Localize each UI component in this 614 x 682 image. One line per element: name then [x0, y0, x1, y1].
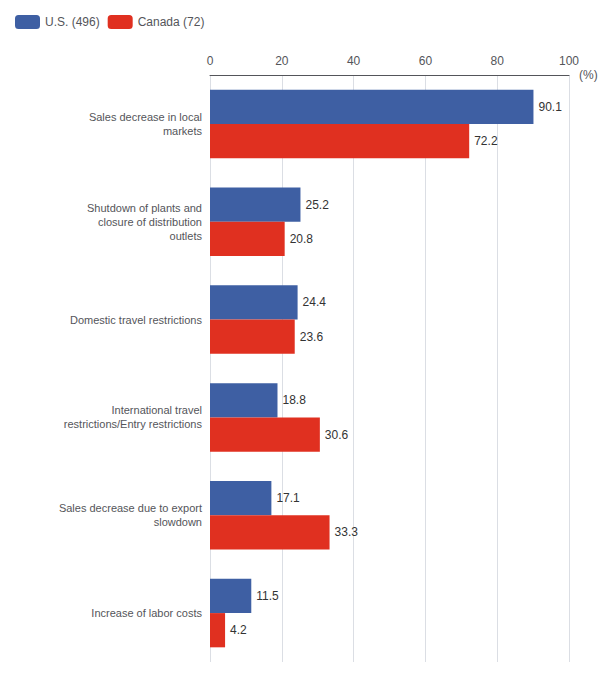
svg-text:(%): (%) [579, 68, 598, 82]
svg-text:25.2: 25.2 [305, 198, 329, 212]
svg-text:11.5: 11.5 [256, 589, 279, 603]
svg-text:U.S. (496): U.S. (496) [45, 15, 100, 29]
svg-text:20.8: 20.8 [290, 232, 314, 246]
svg-text:80: 80 [491, 54, 505, 68]
svg-text:23.6: 23.6 [300, 330, 324, 344]
svg-text:18.8: 18.8 [282, 393, 306, 407]
svg-text:20: 20 [275, 54, 289, 68]
svg-text:outlets: outlets [170, 230, 203, 242]
svg-text:Increase of labor costs: Increase of labor costs [91, 607, 202, 619]
svg-text:4.2: 4.2 [230, 623, 247, 637]
svg-text:slowdown: slowdown [154, 516, 202, 528]
svg-text:restrictions/Entry restriction: restrictions/Entry restrictions [64, 418, 203, 430]
svg-text:Shutdown of plants and: Shutdown of plants and [87, 202, 202, 214]
svg-text:40: 40 [347, 54, 361, 68]
svg-text:Canada (72): Canada (72) [138, 15, 205, 29]
svg-text:33.3: 33.3 [335, 525, 359, 539]
svg-text:Sales decrease in local: Sales decrease in local [89, 111, 202, 123]
svg-text:90.1: 90.1 [538, 100, 562, 114]
svg-text:24.4: 24.4 [303, 295, 327, 309]
svg-text:17.1: 17.1 [276, 491, 300, 505]
svg-text:0: 0 [207, 54, 214, 68]
svg-text:markets: markets [163, 125, 203, 137]
svg-text:Sales decrease due to export: Sales decrease due to export [59, 502, 202, 514]
svg-text:Domestic travel restrictions: Domestic travel restrictions [70, 314, 203, 326]
svg-text:closure of distribution: closure of distribution [98, 216, 202, 228]
svg-text:100: 100 [559, 54, 579, 68]
svg-text:60: 60 [419, 54, 433, 68]
svg-text:72.2: 72.2 [474, 134, 498, 148]
svg-text:30.6: 30.6 [325, 428, 349, 442]
svg-text:International travel: International travel [112, 404, 203, 416]
